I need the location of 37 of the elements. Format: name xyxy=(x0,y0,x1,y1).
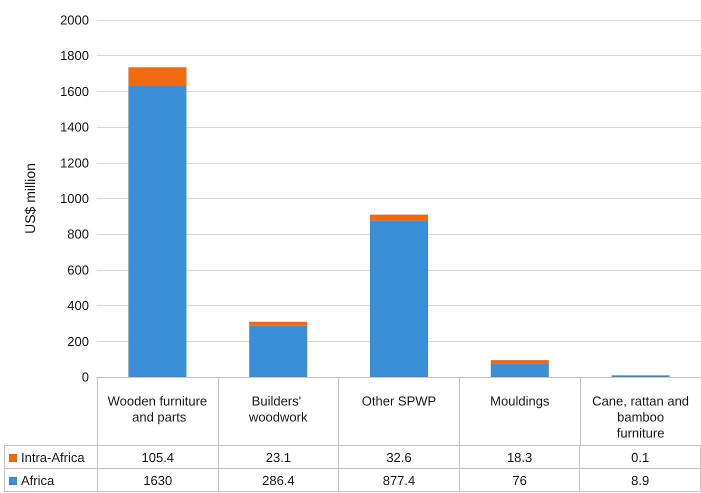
y-tick-label: 1000 xyxy=(60,191,89,206)
data-label: 18.3 xyxy=(459,446,580,468)
data-label: 0.1 xyxy=(580,446,700,468)
x-tick-label: Wooden furniture and parts xyxy=(108,394,208,424)
bar xyxy=(490,360,549,364)
legend-label: Intra-Africa xyxy=(4,446,98,468)
data-label: 877.4 xyxy=(338,468,460,492)
data-label: 286.4 xyxy=(218,468,339,492)
y-tick-label: 1600 xyxy=(60,84,89,99)
bar xyxy=(370,214,428,220)
data-label: 105.4 xyxy=(97,446,218,468)
data-label: 32.6 xyxy=(338,446,460,468)
x-tick-label: Mouldings xyxy=(490,394,550,408)
y-tick-label: 2000 xyxy=(60,12,89,28)
data-label: 23.1 xyxy=(218,446,339,468)
legend-label: Africa xyxy=(4,468,98,492)
data-label: 76 xyxy=(459,468,580,492)
y-tick-label: 400 xyxy=(67,298,89,314)
bar xyxy=(490,363,549,377)
y-tick-label: 0 xyxy=(82,370,89,384)
y-tick-label: 1200 xyxy=(60,155,89,170)
y-tick-label: 200 xyxy=(67,334,89,349)
x-tick-label: Cane, rattan and bamboo furniture xyxy=(592,394,690,440)
x-tick-label: Other SPWP xyxy=(362,394,436,408)
data-label: 8.9 xyxy=(580,468,700,492)
y-axis-title: US$ million xyxy=(22,163,38,234)
data-label: 1630 xyxy=(97,468,218,492)
y-tick-label: 600 xyxy=(67,262,89,278)
bar xyxy=(128,67,186,86)
y-tick-label: 800 xyxy=(67,226,89,242)
x-tick-label: Builders' woodwork xyxy=(248,394,308,424)
bar xyxy=(370,220,428,377)
bar xyxy=(128,86,186,377)
bar xyxy=(249,322,308,326)
y-tick-label: 1800 xyxy=(60,48,89,64)
y-tick-label: 1400 xyxy=(60,120,89,135)
bar xyxy=(249,326,308,377)
